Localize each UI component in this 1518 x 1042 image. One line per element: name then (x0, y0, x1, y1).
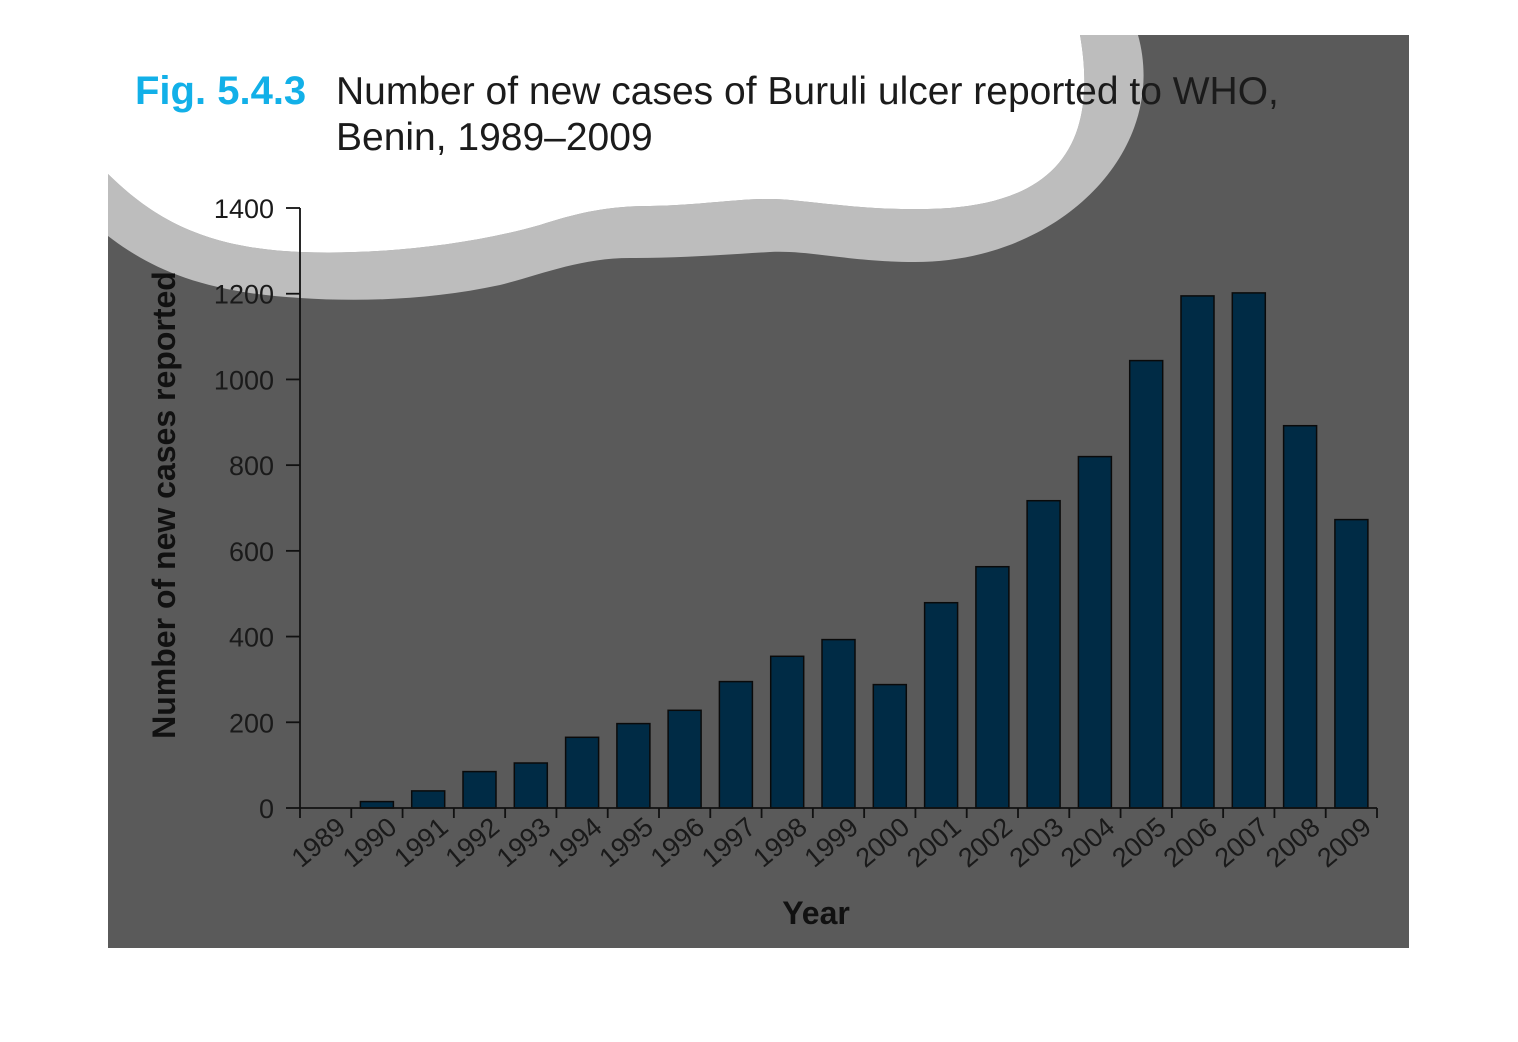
bar-1993 (513, 762, 549, 809)
y-tick-label: 600 (229, 537, 274, 567)
bar-2008 (1282, 424, 1318, 809)
bar-1996 (667, 709, 702, 809)
bar-2000 (872, 683, 908, 809)
wave-white-area (108, 0, 1085, 253)
y-tick-label: 800 (229, 451, 274, 481)
y-axis-title: Number of new cases reported (146, 271, 182, 739)
y-tick-label: 200 (229, 708, 274, 738)
wave-light-band (108, 35, 1144, 300)
bar-2007 (1231, 292, 1267, 809)
bar-2009 (1334, 518, 1369, 809)
bar-2003 (1026, 499, 1061, 809)
y-axis: 0 200 400 600 800 1000 1200 1400 (214, 194, 301, 824)
bar-2005 (1128, 359, 1164, 809)
y-tick-label: 0 (259, 794, 274, 824)
y-tick-label: 1400 (214, 194, 274, 224)
bar-1998 (769, 655, 805, 809)
bar-1995 (616, 722, 651, 809)
bar-1994 (564, 736, 600, 809)
y-tick-label: 1200 (214, 280, 274, 310)
bar-1997 (718, 680, 754, 809)
x-axis-title: Year (782, 895, 850, 931)
y-tick-label: 400 (229, 623, 274, 653)
bar-1999 (821, 638, 856, 809)
figure-title-line-1: Number of new cases of Buruli ulcer repo… (336, 70, 1279, 113)
bar-1990 (359, 800, 395, 809)
bar-2006 (1180, 295, 1215, 809)
bar-1991 (410, 790, 446, 809)
bar-2001 (923, 601, 959, 809)
bar-1992 (462, 770, 497, 809)
figure-number: Fig. 5.4.3 (135, 69, 306, 113)
bar-2002 (975, 565, 1010, 809)
figure-title-line-2: Benin, 1989–2009 (336, 116, 653, 159)
bar-2004 (1077, 455, 1113, 809)
y-tick-label: 1000 (214, 365, 274, 395)
